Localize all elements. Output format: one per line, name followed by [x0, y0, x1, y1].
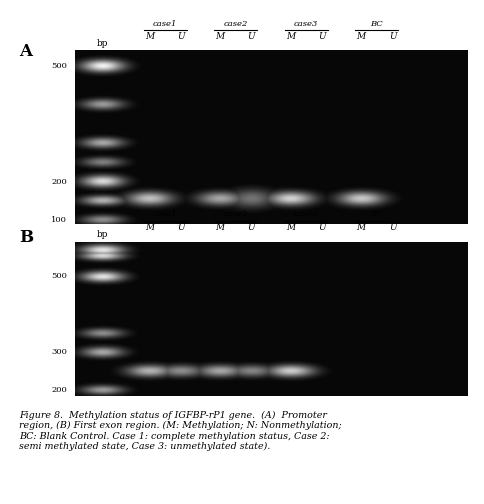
Text: M: M — [286, 32, 295, 41]
Text: case2: case2 — [224, 210, 248, 218]
Text: 200: 200 — [51, 386, 67, 394]
Text: BC: BC — [371, 210, 383, 218]
Text: M: M — [286, 223, 295, 232]
Text: 200: 200 — [51, 178, 67, 186]
Text: M: M — [145, 223, 154, 232]
Text: M: M — [215, 32, 225, 41]
Text: case2: case2 — [224, 20, 248, 28]
Text: case3: case3 — [294, 20, 318, 28]
Text: Figure 8.  Methylation status of IGFBP-rP1 gene.  (A)  Promoter
region, (B) Firs: Figure 8. Methylation status of IGFBP-rP… — [19, 411, 342, 452]
Text: U: U — [318, 32, 326, 41]
Text: U: U — [177, 223, 185, 232]
Text: U: U — [389, 223, 396, 232]
Text: M: M — [357, 223, 366, 232]
Text: case1: case1 — [153, 210, 177, 218]
Text: 500: 500 — [51, 62, 67, 70]
Text: bp: bp — [97, 230, 108, 239]
Text: BC: BC — [371, 20, 383, 28]
Text: bp: bp — [97, 39, 108, 48]
Text: U: U — [177, 32, 185, 41]
Text: case3: case3 — [294, 210, 318, 218]
Text: case1: case1 — [153, 20, 177, 28]
Text: U: U — [248, 32, 255, 41]
Text: 500: 500 — [51, 272, 67, 280]
Text: M: M — [145, 32, 154, 41]
Text: U: U — [248, 223, 255, 232]
Text: 100: 100 — [51, 216, 67, 224]
Text: U: U — [318, 223, 326, 232]
Text: U: U — [389, 32, 396, 41]
Text: B: B — [19, 229, 33, 246]
Text: 300: 300 — [51, 348, 67, 356]
Text: A: A — [19, 43, 32, 60]
Text: M: M — [215, 223, 225, 232]
Text: M: M — [357, 32, 366, 41]
